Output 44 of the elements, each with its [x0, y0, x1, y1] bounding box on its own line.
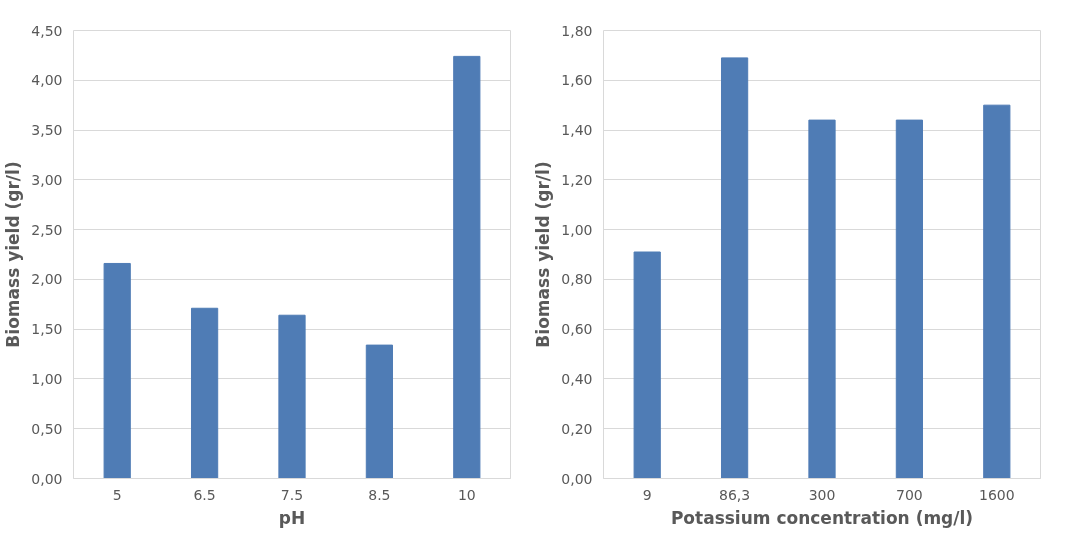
x-axis-title: Potassium concentration (mg/l) — [670, 507, 974, 528]
x-tick-label: 5 — [112, 486, 122, 503]
bar — [190, 307, 219, 479]
x-tick-label: 1600 — [978, 486, 1015, 503]
bar — [720, 57, 749, 479]
x-axis-title: pH — [278, 507, 306, 528]
x-tick-label: 700 — [896, 486, 923, 503]
x-tick-label: 86,3 — [719, 486, 751, 503]
y-tick-label: 0,00 — [561, 470, 593, 487]
y-tick-label: 0,20 — [561, 420, 593, 437]
bar — [808, 119, 836, 479]
y-tick-label: 1,60 — [561, 72, 593, 89]
y-tick-label: 1,00 — [561, 221, 593, 238]
y-tick-label: 1,00 — [31, 370, 63, 387]
y-tick-label: 0,60 — [561, 321, 593, 338]
bar — [983, 104, 1011, 479]
y-axis-title: Biomass yield (gr/l) — [533, 161, 554, 348]
y-tick-label: 1,20 — [561, 171, 593, 188]
y-tick-label: 4,50 — [31, 22, 63, 39]
x-tick-label: 9 — [642, 486, 652, 503]
x-tick-label: 8.5 — [368, 486, 391, 503]
y-tick-label: 0,40 — [561, 370, 593, 387]
y-tick-label: 0,00 — [31, 470, 63, 487]
x-tick-label: 7.5 — [280, 486, 304, 503]
y-tick-label: 0,50 — [31, 420, 63, 437]
y-tick-label: 1,40 — [561, 122, 593, 139]
bar — [103, 262, 131, 479]
bar — [633, 251, 661, 479]
y-tick-label: 4,00 — [31, 72, 63, 89]
bar — [365, 344, 394, 479]
y-axis-title: Biomass yield (gr/l) — [3, 161, 24, 348]
y-tick-label: 1,50 — [31, 321, 63, 338]
x-tick-label: 6.5 — [193, 486, 216, 503]
y-tick-label: 2,50 — [31, 221, 63, 238]
bar — [895, 119, 924, 479]
y-tick-label: 2,00 — [31, 271, 63, 288]
x-tick-label: 300 — [808, 486, 836, 503]
y-tick-label: 1,80 — [561, 22, 593, 39]
y-tick-label: 3,00 — [31, 171, 63, 188]
y-tick-label: 3,50 — [31, 122, 63, 139]
bar — [453, 55, 481, 479]
bar — [278, 314, 306, 479]
y-tick-label: 0,80 — [561, 271, 593, 288]
x-tick-label: 10 — [457, 486, 476, 503]
